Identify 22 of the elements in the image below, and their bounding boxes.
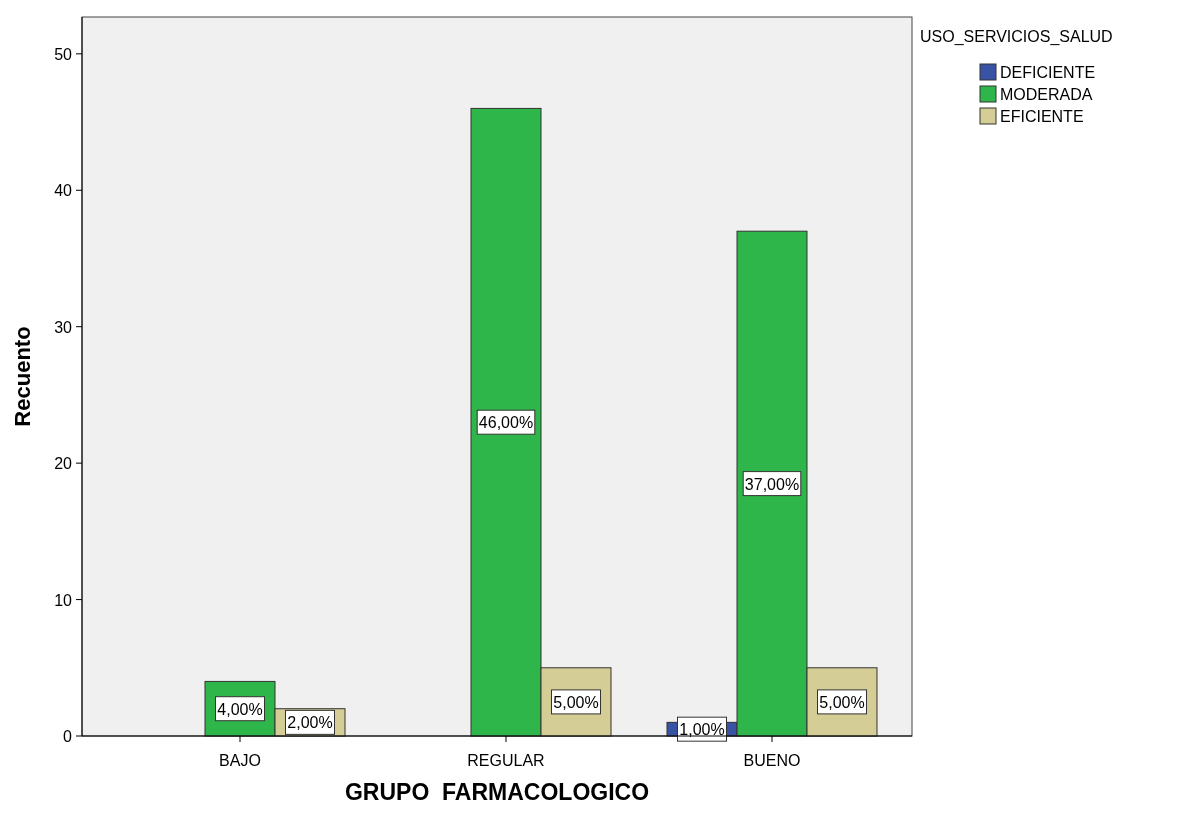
- x-axis-title: GRUPO FARMACOLOGICO: [344, 779, 650, 805]
- y-tick-label: 50: [54, 45, 73, 63]
- data-label: 4,00%: [217, 700, 263, 718]
- y-tick-label: 30: [54, 318, 73, 336]
- y-tick-label: 40: [54, 182, 73, 200]
- y-axis-title: Recuento: [10, 326, 35, 427]
- data-label: 5,00%: [819, 693, 865, 711]
- x-tick-label: REGULAR: [467, 752, 545, 769]
- y-tick-label: 0: [63, 728, 73, 745]
- data-label: 1,00%: [679, 721, 725, 739]
- y-tick-label: 20: [54, 455, 73, 473]
- y-tick-label: 10: [54, 591, 73, 609]
- data-label: 46,00%: [478, 414, 534, 432]
- data-label: 37,00%: [744, 475, 800, 493]
- legend-label: MODERADA: [1000, 86, 1093, 103]
- x-tick-label: BUENO: [743, 752, 801, 769]
- x-tick-label: BAJO: [219, 752, 261, 769]
- data-label: 5,00%: [553, 693, 599, 711]
- legend-title: USO_SERVICIOS_SALUD: [920, 28, 1113, 46]
- legend-label: EFICIENTE: [1000, 108, 1084, 125]
- data-label: 2,00%: [287, 714, 333, 732]
- legend-label: DEFICIENTE: [1000, 64, 1096, 81]
